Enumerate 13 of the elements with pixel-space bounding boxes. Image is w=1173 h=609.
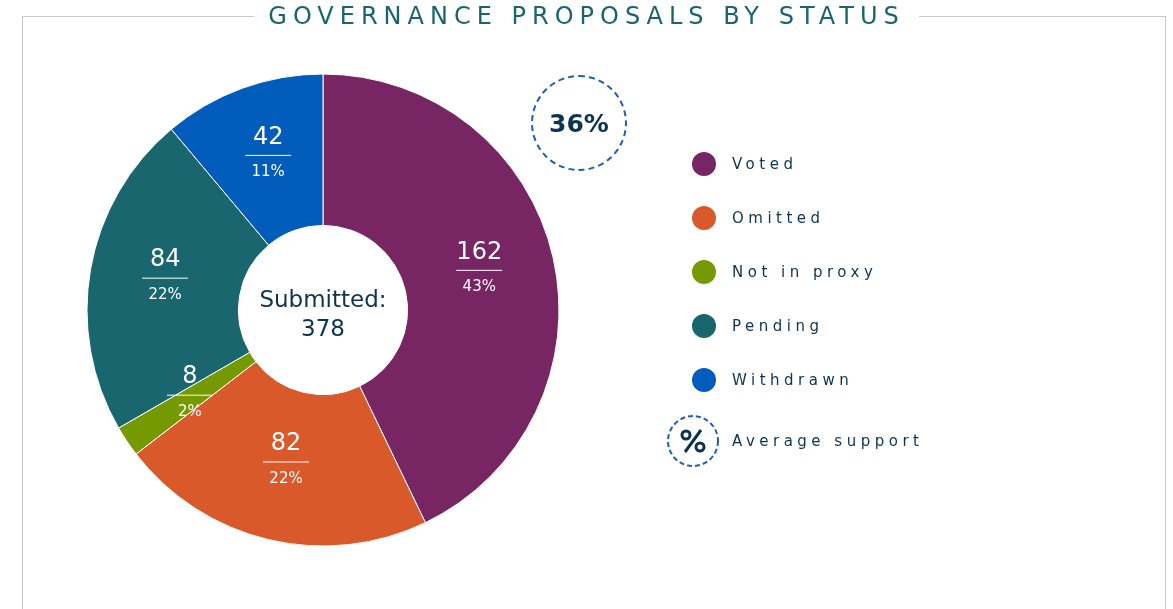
legend-label: Pending [732,317,824,335]
data-label: 84 22% [148,244,182,304]
data-label: 42 11% [251,121,285,181]
legend-label: Omitted [732,209,825,227]
legend-label: Withdrawn [732,371,854,389]
chart-title: GOVERNANCE PROPOSALS BY STATUS [254,2,919,30]
text: 36% [531,75,627,171]
text: Average support [732,432,924,450]
legend-label: Voted [732,155,798,173]
data-label: 162 43% [456,236,503,296]
text: Submitted: 378 [258,285,388,343]
data-label: 82 22% [269,428,303,487]
legend-label: Not in proxy [732,263,878,281]
